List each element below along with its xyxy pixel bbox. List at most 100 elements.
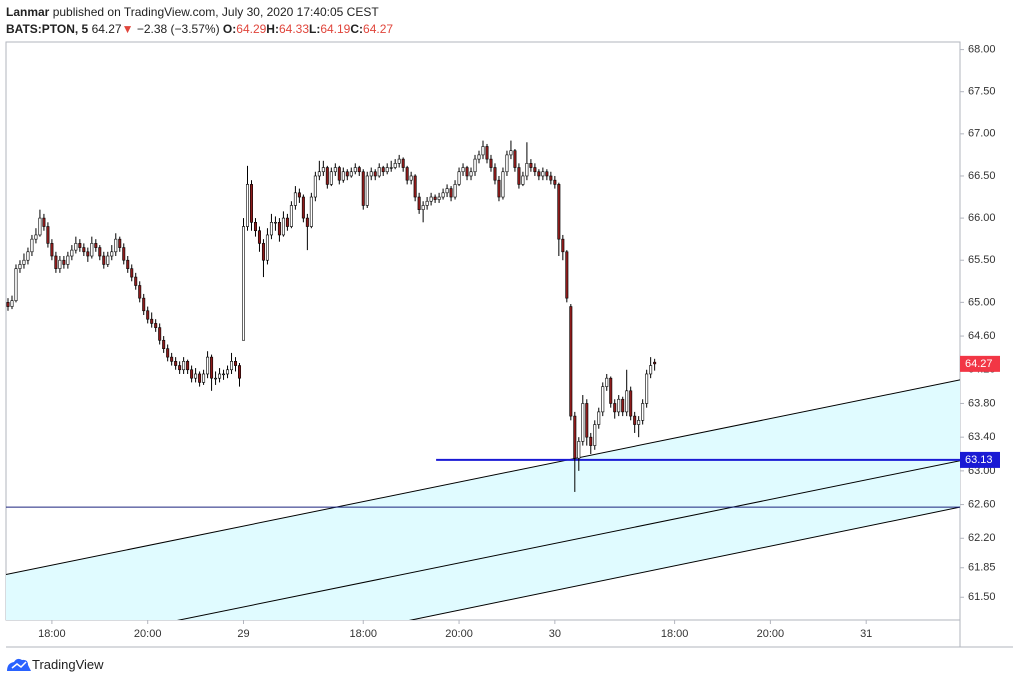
channel-line	[176, 460, 960, 620]
candle-body	[325, 167, 329, 185]
ohlc-value: 64.29	[236, 22, 267, 36]
candle-body	[397, 158, 401, 164]
candle-body	[202, 373, 206, 383]
candle-body	[617, 398, 621, 413]
candle-body	[142, 297, 146, 312]
candle-body	[561, 238, 565, 253]
candle-body	[6, 302, 10, 307]
candle-body	[385, 167, 389, 173]
x-tick-label: 31	[860, 628, 872, 640]
brand-name: TradingView	[32, 657, 104, 672]
channel-fill	[6, 379, 960, 620]
candle-body	[74, 243, 78, 251]
change: −2.38 (−3.57%)	[136, 22, 220, 36]
candle-body	[285, 217, 289, 227]
candle-body	[541, 171, 545, 177]
candle-body	[533, 167, 537, 173]
header-line-2: BATS:PTON, 5 64.27▼ −2.38 (−3.57%) O:64.…	[6, 22, 393, 36]
candle-body	[190, 369, 194, 379]
candle-body	[429, 196, 433, 202]
candle-body	[641, 403, 645, 421]
y-tick-label: 65.50	[968, 254, 996, 266]
candle-body	[361, 171, 365, 206]
ohlc-value: 64.33	[278, 22, 309, 36]
candle-body	[82, 247, 86, 253]
candle-body	[605, 377, 609, 387]
candle-body	[425, 200, 429, 206]
candle-body	[613, 403, 617, 413]
candle-body	[445, 188, 449, 194]
candle-body	[78, 243, 82, 248]
candle-body	[577, 441, 581, 459]
candle-body	[629, 390, 633, 417]
candle-body	[22, 259, 26, 265]
candle-body	[457, 171, 461, 185]
candle-body	[353, 167, 357, 173]
candle-body	[625, 390, 629, 413]
candle-body	[485, 146, 489, 160]
ohlc-label: L:	[309, 22, 321, 36]
candle-body	[94, 243, 98, 248]
candle-body	[58, 259, 62, 269]
ohlc-value: 64.19	[320, 22, 351, 36]
candle-body	[14, 268, 18, 301]
candle-body	[118, 238, 122, 248]
channel-line	[408, 506, 960, 620]
candle-body	[621, 398, 625, 413]
candle-body	[341, 171, 345, 181]
y-tick-label: 61.50	[968, 591, 996, 603]
candle-body	[517, 167, 521, 185]
candle-body	[130, 268, 134, 278]
candle-body	[218, 373, 222, 379]
candle-body	[186, 361, 190, 371]
candle-body	[86, 251, 90, 257]
y-tick-label: 67.50	[968, 86, 996, 98]
candle-body	[417, 196, 421, 210]
candle-body	[349, 171, 353, 177]
candle-body	[377, 167, 381, 177]
candle-body	[249, 184, 253, 223]
candle-body	[453, 184, 457, 198]
candle-body	[345, 171, 349, 177]
candle-body	[469, 171, 473, 177]
change-arrow: ▼	[121, 22, 134, 36]
candle-body	[182, 361, 186, 371]
candle-body	[389, 167, 393, 169]
candle-body	[529, 163, 533, 168]
candle-body	[245, 184, 249, 227]
candle-body	[545, 171, 549, 177]
candle-body	[34, 234, 38, 240]
candle-body	[198, 373, 202, 383]
candle-body	[645, 373, 649, 404]
candle-body	[158, 327, 162, 341]
candle-body	[589, 436, 593, 446]
y-tick-label: 65.00	[968, 296, 996, 308]
last-price-label-box	[960, 355, 1000, 372]
x-tick-label: 18:00	[661, 628, 689, 640]
candle-body	[253, 222, 257, 232]
candle-body	[317, 171, 321, 177]
candle-body	[50, 243, 54, 257]
candle-body	[178, 365, 182, 371]
x-tick-label: 18:00	[349, 628, 377, 640]
x-tick-label: 18:00	[38, 628, 66, 640]
candle-body	[110, 251, 114, 257]
author: Lanmar	[6, 5, 50, 19]
candle-body	[98, 247, 102, 257]
publish-info: published on TradingView.com, July 30, 2…	[52, 5, 379, 19]
candle-body	[305, 217, 309, 227]
candle-body	[206, 356, 210, 375]
candle-body	[62, 259, 66, 265]
candle-body	[297, 192, 301, 198]
candle-body	[653, 361, 657, 365]
candle-body	[609, 377, 613, 404]
ohlc-legend: O:64.29H:64.33L:64.19C:64.27	[223, 22, 393, 36]
y-tick-label: 61.85	[968, 562, 996, 574]
candle-body	[637, 420, 641, 425]
candle-body	[210, 356, 214, 379]
candle-body	[46, 226, 50, 244]
symbol: BATS:PTON, 5	[6, 22, 89, 36]
candle-body	[170, 356, 174, 362]
